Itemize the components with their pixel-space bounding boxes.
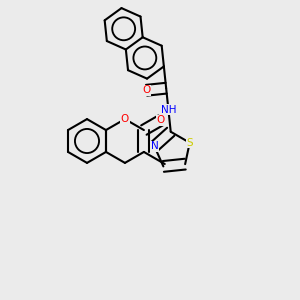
- Text: O: O: [157, 115, 165, 125]
- Text: N: N: [151, 141, 158, 152]
- Text: O: O: [142, 85, 151, 95]
- Text: NH: NH: [161, 105, 176, 115]
- Text: O: O: [121, 114, 129, 124]
- Text: S: S: [186, 138, 193, 148]
